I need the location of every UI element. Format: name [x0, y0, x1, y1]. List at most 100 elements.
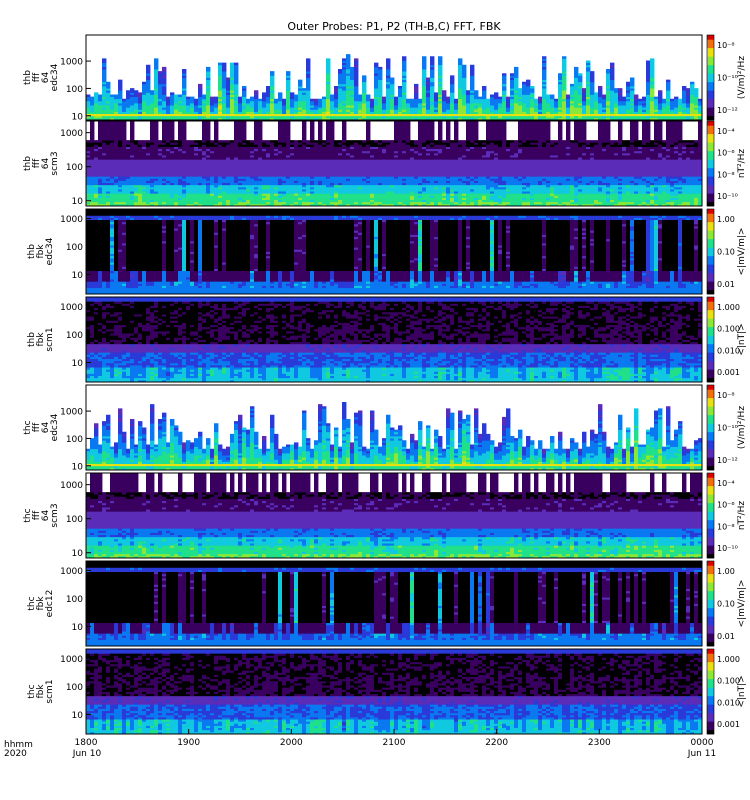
heatmap-cell	[158, 71, 162, 74]
heatmap-cell	[174, 95, 178, 98]
heatmap-cell	[478, 97, 482, 100]
heatmap-cell	[314, 99, 318, 102]
heatmap-cell	[530, 86, 534, 89]
heatmap-cell	[326, 58, 330, 61]
heatmap-cell	[482, 86, 486, 89]
heatmap-cell	[134, 90, 138, 93]
heatmap-cell	[210, 97, 214, 100]
heatmap-cell	[502, 73, 506, 76]
heatmap-cell	[458, 58, 462, 61]
heatmap-cell	[110, 95, 114, 98]
heatmap-cell	[570, 84, 574, 87]
heatmap-cell	[370, 99, 374, 102]
figure-title: Outer Probes: P1, P2 (TH-B,C) FFT, FBK	[287, 20, 501, 33]
heatmap-cell	[574, 67, 578, 70]
heatmap-cell	[310, 99, 314, 102]
heatmap-cell	[90, 97, 94, 100]
heatmap-cell	[198, 84, 202, 87]
heatmap-cell	[430, 56, 434, 59]
heatmap-cell	[374, 63, 378, 66]
heatmap-cell	[86, 95, 90, 98]
heatmap-cell	[506, 97, 510, 100]
heatmap-cell	[250, 97, 254, 100]
heatmap-cell	[514, 67, 518, 70]
heatmap-cell	[194, 99, 198, 102]
heatmap-cell	[154, 58, 158, 61]
heatmap-cell	[322, 97, 326, 100]
heatmap-cell	[526, 80, 530, 83]
heatmap-cell	[586, 61, 590, 64]
heatmap-cell	[218, 63, 222, 66]
heatmap-cell	[362, 75, 366, 78]
heatmap-cell	[550, 95, 554, 98]
heatmap-cell	[386, 58, 390, 61]
heatmap-cell	[546, 95, 550, 98]
heatmap-cell	[238, 97, 242, 100]
heatmap-cell	[578, 73, 582, 76]
heatmap-cell	[538, 97, 542, 100]
heatmap-cell	[426, 78, 430, 81]
heatmap-cell	[258, 99, 262, 102]
heatmap-cell	[422, 56, 426, 59]
heatmap-cell	[274, 99, 278, 102]
heatmap-cell	[230, 63, 234, 66]
heatmap-cell	[398, 86, 402, 89]
heatmap-cell	[518, 88, 522, 91]
heatmap-cell	[350, 67, 354, 70]
heatmap-cell	[106, 82, 110, 85]
heatmap-cell	[290, 92, 294, 95]
heatmap-cell	[346, 54, 350, 57]
heatmap-cell	[434, 92, 438, 95]
heatmap-cell	[486, 99, 490, 102]
heatmap-cell	[114, 95, 118, 98]
heatmap-cell	[366, 95, 370, 98]
heatmap-cell	[394, 97, 398, 100]
heatmap-cell	[338, 69, 342, 72]
heatmap-cell	[562, 56, 566, 59]
heatmap-cell	[498, 97, 502, 100]
heatmap-cell	[342, 58, 346, 61]
heatmap-cell	[206, 67, 210, 70]
heatmap-cell	[466, 90, 470, 93]
heatmap-cell	[234, 63, 238, 66]
heatmap-cell	[302, 88, 306, 91]
heatmap-cell	[146, 65, 150, 68]
heatmap-cell	[406, 99, 410, 102]
heatmap-cell	[242, 86, 246, 89]
heatmap-cell	[130, 88, 134, 91]
heatmap-cell	[190, 97, 194, 100]
heatmap-cell	[438, 56, 442, 59]
heatmap-cell	[542, 56, 546, 59]
heatmap-cell	[170, 92, 174, 95]
heatmap-cell	[222, 63, 226, 66]
heatmap-cell	[102, 58, 106, 61]
heatmap-cell	[382, 97, 386, 100]
heatmap-cell	[270, 71, 274, 74]
heatmap-cell	[126, 90, 130, 93]
heatmap-cell	[462, 65, 466, 68]
heatmap-cell	[566, 95, 570, 98]
heatmap-cell	[162, 67, 166, 70]
heatmap-cell	[298, 80, 302, 83]
heatmap-cell	[138, 92, 142, 95]
heatmap-cell	[378, 67, 382, 70]
heatmap-cell	[254, 90, 258, 93]
heatmap-cell	[330, 95, 334, 98]
heatmap-cell	[358, 95, 362, 98]
heatmap-cell	[494, 92, 498, 95]
heatmap-cell	[150, 90, 154, 93]
heatmap-cell	[454, 99, 458, 102]
heatmap-cell	[246, 99, 250, 102]
heatmap-cell	[182, 69, 186, 72]
heatmap-cell	[558, 73, 562, 76]
heatmap-cell	[590, 71, 594, 74]
heatmap-cell	[122, 99, 126, 102]
heatmap-cell	[450, 75, 454, 78]
heatmap-cell	[226, 78, 230, 81]
heatmap-cell	[202, 95, 206, 98]
heatmap-cell	[418, 99, 422, 102]
heatmap-cell	[178, 95, 182, 98]
heatmap-cell	[118, 80, 122, 83]
